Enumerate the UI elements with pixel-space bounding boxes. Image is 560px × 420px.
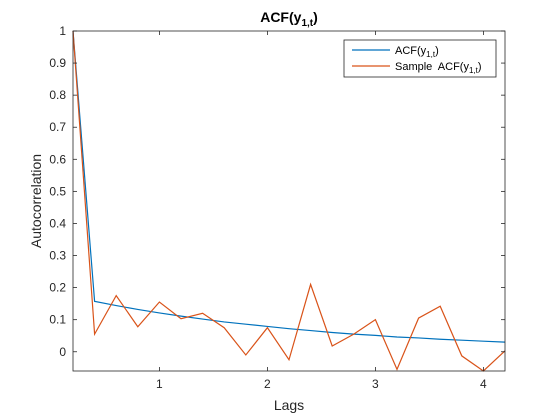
legend: ACF(y1,t) Sample ACF(y1,t) [343,39,497,78]
x-tick-label: 1 [156,377,163,391]
y-axis-label: Autocorrelation [28,154,44,248]
y-tick-label: 0.8 [49,88,66,102]
chart-title: ACF(y1,t) [260,9,318,29]
y-tick-label: 0.2 [49,281,66,295]
legend-label-sample-acf: Sample ACF(y1,t) [395,61,482,75]
x-axis-label: Lags [274,397,304,413]
y-tick-label: 0.7 [49,120,66,134]
x-tick-label: 2 [264,377,271,391]
y-tick-label: 0.5 [49,184,66,198]
y-tick-label: 0.6 [49,152,66,166]
x-tick-label: 3 [372,377,379,391]
y-tick-label: 0.4 [49,216,66,230]
y-tick-label: 1 [59,24,66,38]
series-line-acf [72,30,506,343]
legend-label-acf: ACF(y1,t) [395,45,439,59]
series-layer [72,30,506,372]
plot-area-background [73,31,505,371]
ticks-layer: 1 2 3 4 0 0.1 0.2 0.3 0.4 0.5 0.6 0.7 0.8 0.9 1 [49,24,505,391]
y-tick-label: 0.9 [49,56,66,70]
x-tick-label: 4 [480,377,487,391]
legend-box [343,39,497,78]
y-tick-label: 0 [59,345,66,359]
y-tick-label: 0.1 [49,313,66,327]
plot-area-border [72,30,506,372]
y-tick-label: 0.3 [49,249,66,263]
series-line-sample-acf [72,30,506,372]
